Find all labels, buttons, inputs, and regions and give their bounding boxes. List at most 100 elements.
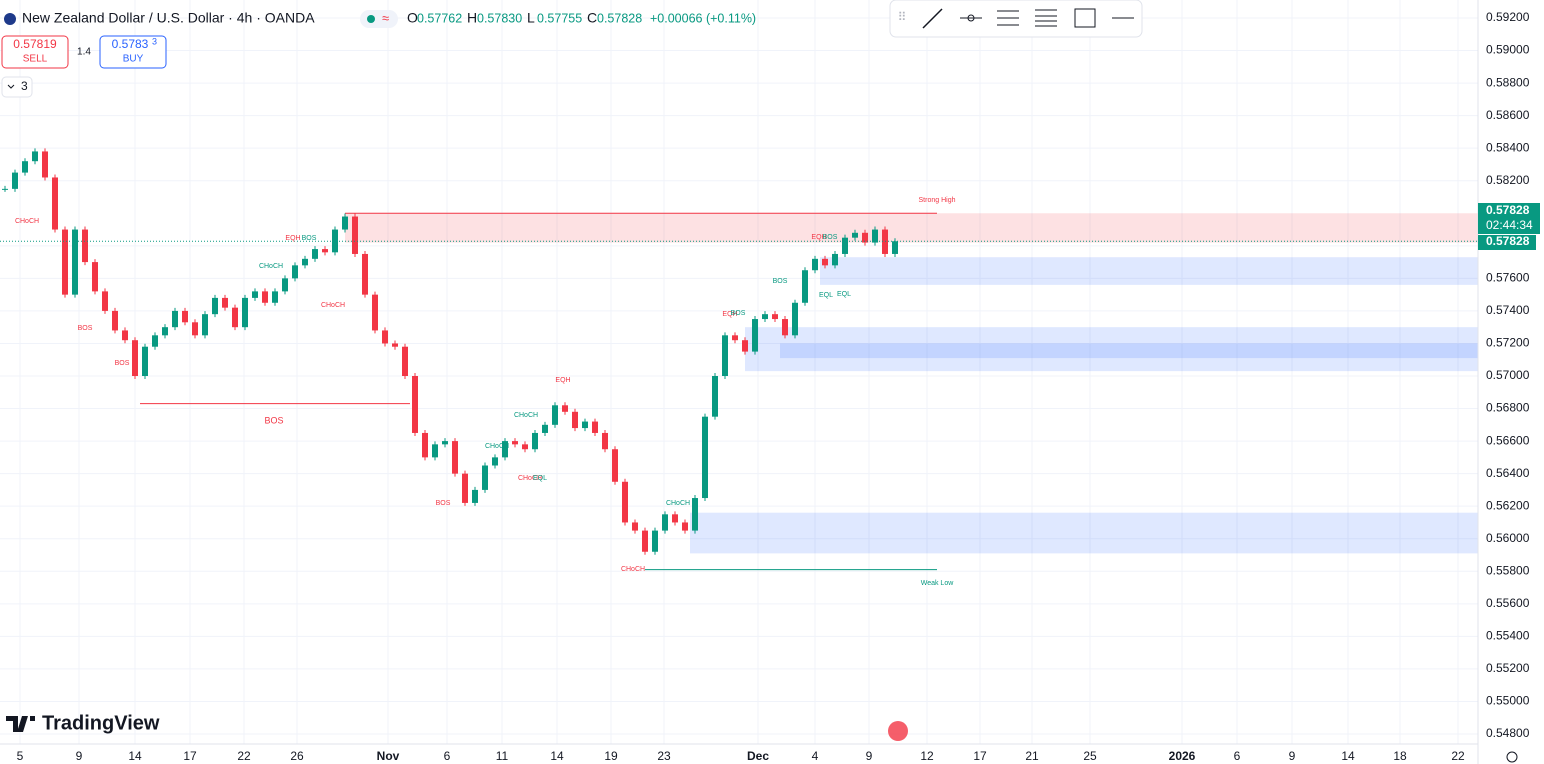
price-tick-label: 0.55600 [1486, 596, 1530, 610]
price-tick-label: 0.56000 [1486, 531, 1530, 545]
time-label: 22 [1451, 749, 1465, 763]
time-label: 6 [444, 749, 451, 763]
symbol-title[interactable]: New Zealand Dollar / U.S. Dollar · 4h · … [22, 10, 315, 26]
price-tick-label: 0.57400 [1486, 303, 1530, 317]
price-tick-label: 0.55200 [1486, 661, 1530, 675]
annotation-label: BOS [264, 415, 283, 425]
zone [820, 257, 1478, 285]
annotation-label: BOS [78, 325, 93, 332]
price-tick-label: 0.59200 [1486, 10, 1530, 24]
price-tag [1478, 203, 1540, 234]
price-tick-label: 0.55800 [1486, 563, 1530, 577]
buy-price-tail: 3 [152, 36, 157, 46]
time-label: 26 [290, 749, 304, 763]
annotation-label: Strong High [919, 197, 956, 204]
buy-button[interactable] [99, 35, 167, 69]
ohlc-label: C [587, 10, 597, 26]
rectangle-tool[interactable] [1074, 8, 1096, 28]
zone [345, 213, 1478, 243]
logo-mark [6, 716, 35, 732]
annotation-label: EQL [837, 291, 851, 298]
sell-label: SELL [23, 54, 48, 65]
time-label: 18 [1393, 749, 1407, 763]
time-label: Dec [747, 749, 769, 763]
annotation-label: EQH [555, 377, 570, 384]
time-label: 23 [657, 749, 671, 763]
status-pill[interactable] [360, 10, 398, 28]
annotation-label: CHoCH [15, 218, 39, 225]
time-label: 9 [1289, 749, 1296, 763]
annotation-label: Weak Low [921, 580, 954, 587]
zone [745, 327, 1478, 372]
time-label: 22 [237, 749, 251, 763]
last-price: 0.57828 [1486, 203, 1530, 217]
time-label: 14 [128, 749, 142, 763]
ohlc-label: O [407, 10, 418, 26]
countdown: 02:44:34 [1486, 218, 1533, 232]
time-label: 25 [1083, 749, 1097, 763]
price-tick-label: 0.58800 [1486, 75, 1530, 89]
annotation-label: BOS [436, 500, 451, 507]
horizontal-ray-tool[interactable] [960, 14, 982, 22]
ohlc-value: 0.57830 [477, 11, 522, 25]
trend-line-tool[interactable] [922, 8, 943, 29]
logo-text[interactable]: TradingView [42, 712, 160, 734]
drawing-toolbar: ⠿ [889, 0, 1143, 38]
time-label: 17 [973, 749, 987, 763]
annotation-label: BOS [823, 234, 838, 241]
annotation-label: CHoCH [485, 443, 509, 450]
time-label: 12 [920, 749, 934, 763]
time-label: 21 [1025, 749, 1039, 763]
grid [0, 0, 1478, 744]
annotation-label: EQL [533, 475, 547, 482]
sell-button[interactable] [1, 35, 69, 69]
price-tick-label: 0.55000 [1486, 694, 1530, 708]
sell-price: 0.57819 [13, 37, 57, 51]
chevron-icon [7, 84, 15, 89]
delay-icon: ≈ [382, 10, 389, 25]
indicators-toggle[interactable] [1, 76, 33, 98]
time-label: 6 [1234, 749, 1241, 763]
settings-icon[interactable] [1506, 751, 1518, 763]
ohlc-value: 0.57828 [597, 11, 642, 25]
annotation-label: CHoCH [518, 475, 542, 482]
drag-handle[interactable]: ⠿ [898, 10, 907, 24]
ohlc-label: L [527, 10, 535, 26]
price-tick-label: 0.56800 [1486, 401, 1530, 415]
time-label: 14 [550, 749, 564, 763]
annotation-label: EQL [819, 292, 833, 299]
flag-icon [4, 13, 16, 25]
ohlc-label: H [467, 10, 477, 26]
market-open-dot [367, 15, 375, 23]
ohlc-value: 0.57762 [417, 11, 462, 25]
annotation-label: BOS [115, 360, 130, 367]
price-marker [1478, 235, 1536, 250]
change: +0.00066 (+0.11%) [650, 11, 756, 25]
price-tick-label: 0.57600 [1486, 271, 1530, 285]
time-label: 9 [76, 749, 83, 763]
annotation-label: BOS [773, 278, 788, 285]
last-price-marker: 0.57828 [1486, 234, 1530, 248]
indicators-count: 3 [21, 79, 28, 93]
fib-tool[interactable] [1035, 9, 1057, 27]
annotation-label: EQH [285, 235, 300, 242]
buy-price: 0.5783 [112, 37, 149, 51]
candles [0, 148, 1478, 555]
price-tick-label: 0.56600 [1486, 433, 1530, 447]
time-label: Nov [377, 749, 400, 763]
price-tick-label: 0.58400 [1486, 140, 1530, 154]
price-tick-label: 0.55400 [1486, 629, 1530, 643]
price-tick-label: 0.58600 [1486, 108, 1530, 122]
annotation-label: CHoCH [259, 263, 283, 270]
parallel-channel-tool[interactable] [997, 10, 1019, 26]
annotation-label: EQH [811, 234, 826, 241]
buy-label: BUY [123, 54, 144, 65]
price-tick-label: 0.58200 [1486, 173, 1530, 187]
ohlc-values: O 0.57762 H 0.57830 L 0.57755 C 0.57828 [407, 10, 642, 26]
event-badge[interactable] [888, 721, 908, 741]
annotation-label: EQH [722, 311, 737, 318]
time-label: 14 [1341, 749, 1355, 763]
